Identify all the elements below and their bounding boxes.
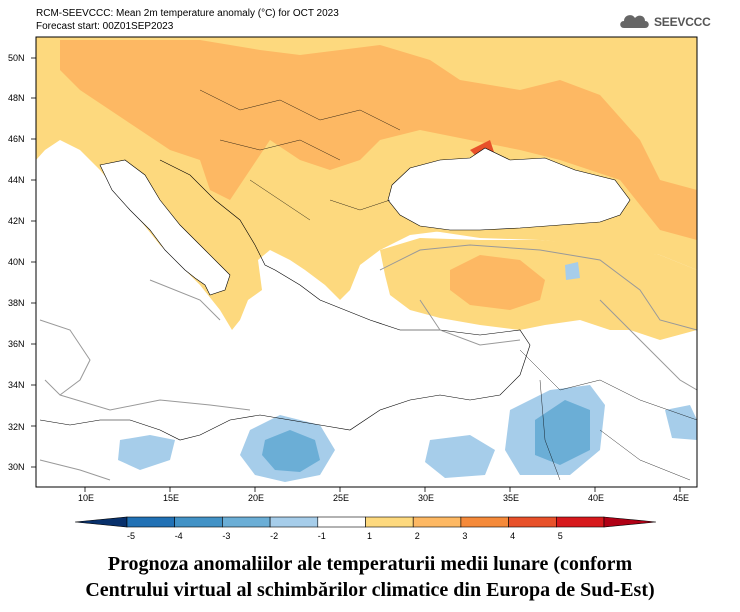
lat-tick: 38N [8,298,25,308]
map-title: RCM-SEEVCCC: Mean 2m temperature anomaly… [36,8,339,19]
lat-tick: 30N [8,462,25,472]
seevccc-logo: SEEVCCC [618,10,711,36]
colorbar: -5 -4 -3 -2 -1 1 2 3 4 5 [74,516,657,541]
lon-tick: 45E [673,493,689,503]
colorbar-segment [460,516,509,528]
lat-tick-labels: 30N 32N 34N 36N 38N 40N 42N 44N 46N 48N … [8,53,25,472]
colorbar-tick-label: 4 [510,531,515,541]
lat-tick: 32N [8,422,25,432]
colorbar-tick-label: -2 [270,531,278,541]
lat-tick: 50N [8,53,25,63]
coastline-balkans [39,159,531,441]
colorbar-tick-label: 3 [462,531,467,541]
colorbar-segment [174,516,223,528]
colorbar-segment [269,516,319,528]
lon-tick: 35E [503,493,519,503]
colorbar-tick-label: -3 [222,531,230,541]
cloud-icon [620,15,649,28]
colorbar-extend-high [603,516,657,528]
black-sea [387,147,631,231]
lat-tick: 40N [8,257,25,267]
cool-patch-turkey [565,262,580,280]
cool-patch-egypt [425,435,495,478]
lat-tick: 44N [8,175,25,185]
colorbar-segment [508,516,557,528]
lon-tick: 25E [333,493,349,503]
contour-lines [39,244,698,481]
cool-patch-tunisia [118,435,175,470]
colorbar-segment [365,516,414,528]
lon-tick: 40E [588,493,604,503]
colorbar-segment [222,516,271,528]
country-borders [199,89,698,481]
lon-tick: 15E [163,493,179,503]
caption-line-2: Centrului virtual al schimbărilor climat… [85,579,655,601]
colorbar-segment [555,516,605,528]
forecast-start: Forecast start: 00Z01SEP2023 [36,21,174,32]
colorbar-segment [317,516,366,528]
lat-tick: 48N [8,93,25,103]
warm-patch-anatolia [450,255,545,310]
italy [99,159,231,296]
colorbar-tick-label: 5 [558,531,563,541]
lon-tick: 10E [78,493,94,503]
colorbar-tick-label: 1 [367,531,372,541]
warm-patch-north [60,40,697,240]
cool-patch-libya-core [262,430,320,472]
cool-patch-jordan-core [535,400,590,465]
colorbar-tick-label: 2 [415,531,420,541]
colorbar-tick-label: -1 [318,531,326,541]
colorbar-tick-label: -4 [175,531,183,541]
colorbar-extend-low [74,516,128,528]
lat-tick: 46N [8,134,25,144]
colorbar-tick-label: -5 [127,531,135,541]
lat-tick: 42N [8,216,25,226]
temperature-anomaly-map: 30N 32N 34N 36N 38N 40N 42N 44N 46N 48N … [8,36,698,503]
cool-patch-iraq [665,405,697,440]
lon-tick: 30E [418,493,434,503]
colorbar-segment [412,516,462,528]
lon-tick: 20E [248,493,264,503]
colorbar-segment [126,516,176,528]
lat-tick: 36N [8,339,25,349]
lat-tick: 34N [8,380,25,390]
lon-tick-labels: 10E 15E 20E 25E 30E 35E 40E 45E [78,493,689,503]
caption-line-1: Prognoza anomaliilor ale temperaturii me… [107,553,633,575]
